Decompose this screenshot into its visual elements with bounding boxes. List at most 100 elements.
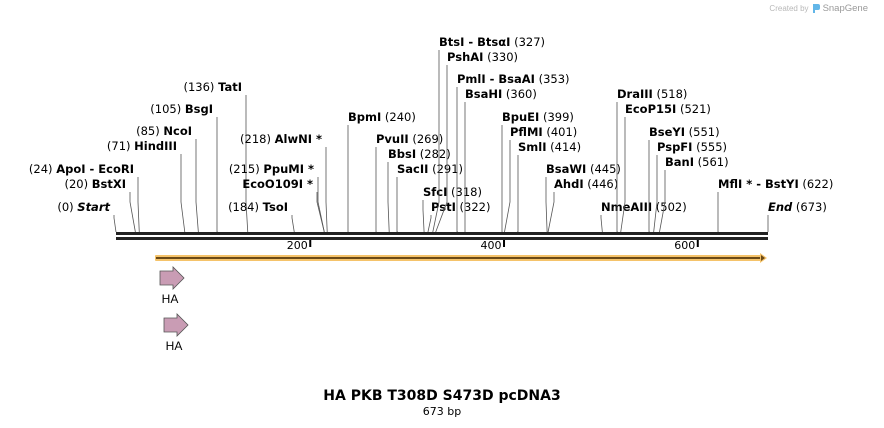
site-name: BpmI xyxy=(348,110,381,124)
site-leader-line xyxy=(648,140,650,233)
enzyme-site[interactable]: AhdI (446) xyxy=(547,177,618,233)
site-label[interactable]: (24) ApoI - EcoRI xyxy=(29,162,134,176)
site-label[interactable]: AhdI (446) xyxy=(554,177,618,191)
site-position: (327) xyxy=(510,35,545,49)
enzyme-site[interactable]: BsaWI (445) xyxy=(545,162,621,233)
site-position: (502) xyxy=(652,200,687,214)
site-leader-line xyxy=(387,162,390,233)
site-label[interactable]: BtsI - BtsαI (327) xyxy=(439,35,545,49)
enzyme-site[interactable]: BbsI (282) xyxy=(387,147,451,233)
site-position: (622) xyxy=(799,177,834,191)
enzyme-site[interactable]: (0) Start xyxy=(57,200,117,233)
site-label[interactable]: (105) BsgI xyxy=(150,102,213,116)
site-position: (20) xyxy=(64,177,91,191)
site-leader-line xyxy=(180,154,186,233)
enzyme-site[interactable]: (184) TsoI xyxy=(228,200,295,233)
site-label[interactable]: BpuEI (399) xyxy=(502,110,574,124)
enzyme-site[interactable]: EcoP15I (521) xyxy=(620,102,711,233)
site-position: (353) xyxy=(535,72,570,86)
enzyme-site[interactable]: MflI * - BstYI (622) xyxy=(717,177,833,233)
site-name: BsgI xyxy=(185,102,213,116)
site-label[interactable]: PstI (322) xyxy=(431,200,490,214)
site-label[interactable]: (215) PpuMI * xyxy=(229,162,314,176)
enzyme-site[interactable]: PvuII (269) xyxy=(375,132,443,233)
site-label[interactable]: SacII (291) xyxy=(397,162,463,176)
site-leader-line xyxy=(427,215,432,233)
enzyme-site[interactable]: PmlI - BsaAI (353) xyxy=(456,72,570,233)
credit-brand: SnapGene xyxy=(822,3,868,14)
site-label[interactable]: (85) NcoI xyxy=(136,124,192,138)
tick-label: 400 xyxy=(481,239,502,252)
site-label[interactable]: BsaWI (445) xyxy=(546,162,621,176)
enzyme-site[interactable]: (105) BsgI xyxy=(150,102,218,233)
orf-bar[interactable] xyxy=(155,253,767,263)
site-label[interactable]: NmeAIII (502) xyxy=(601,200,687,214)
enzyme-site[interactable]: PspFI (555) xyxy=(653,140,727,233)
site-name: SmlI xyxy=(518,140,547,154)
enzyme-site[interactable]: PstI (322) xyxy=(427,200,491,233)
site-position: (673) xyxy=(792,200,827,214)
site-label[interactable]: (184) TsoI xyxy=(228,200,288,214)
site-name: PspFI xyxy=(657,140,692,154)
site-label[interactable]: BpmI (240) xyxy=(348,110,416,124)
enzyme-site[interactable]: (24) ApoI - EcoRI xyxy=(29,162,140,233)
site-label[interactable]: (71) HindIII xyxy=(107,139,177,153)
enzyme-site[interactable]: BanI (561) xyxy=(659,155,729,233)
enzyme-site[interactable]: DraIII (518) xyxy=(616,87,687,233)
enzyme-site[interactable]: (20) BstXI xyxy=(64,177,136,233)
site-label[interactable]: (0) Start xyxy=(57,200,110,214)
site-label[interactable]: PflMI (401) xyxy=(510,125,577,139)
site-label[interactable]: BbsI (282) xyxy=(388,147,451,161)
site-label[interactable]: SfcI (318) xyxy=(423,185,482,199)
enzyme-site[interactable]: (218) AlwNI * xyxy=(240,132,328,233)
ruler-tick: 400 xyxy=(481,239,506,252)
site-leader-line xyxy=(245,95,249,233)
site-label[interactable]: MflI * - BstYI (622) xyxy=(718,177,833,191)
site-label[interactable]: SmlI (414) xyxy=(518,140,581,154)
enzyme-site[interactable]: BtsI - BtsαI (327) xyxy=(432,35,545,233)
site-label[interactable]: BanI (561) xyxy=(665,155,729,169)
site-leader-line xyxy=(600,215,603,233)
site-leader-line xyxy=(113,215,117,233)
site-label[interactable]: End (673) xyxy=(768,200,827,214)
site-label[interactable]: PshAI (330) xyxy=(447,50,518,64)
site-label[interactable]: PvuII (269) xyxy=(376,132,443,146)
enzyme-site[interactable]: (136) TatI xyxy=(184,80,249,233)
site-position: (330) xyxy=(483,50,518,64)
site-leader-line xyxy=(347,125,349,233)
site-label[interactable]: DraIII (518) xyxy=(617,87,687,101)
enzyme-site[interactable]: BpmI (240) xyxy=(347,110,416,233)
site-position: (518) xyxy=(653,87,688,101)
site-label[interactable]: (20) BstXI xyxy=(64,177,126,191)
site-label[interactable]: PspFI (555) xyxy=(657,140,727,154)
site-position: (446) xyxy=(584,177,619,191)
enzyme-site[interactable]: NmeAIII (502) xyxy=(600,200,687,233)
site-position: (291) xyxy=(428,162,463,176)
site-label[interactable]: (218) AlwNI * xyxy=(240,132,322,146)
site-name: ApoI - EcoRI xyxy=(56,162,134,176)
site-name: TatI xyxy=(218,80,242,94)
site-label[interactable]: BseYI (551) xyxy=(649,125,720,139)
site-name: BbsI xyxy=(388,147,416,161)
enzyme-site[interactable]: (71) HindIII xyxy=(107,139,186,233)
site-label[interactable]: PmlI - BsaAI (353) xyxy=(457,72,570,86)
feature-ha-2[interactable]: HA xyxy=(163,313,189,353)
enzyme-site[interactable]: End (673) xyxy=(767,200,827,232)
site-leader-line xyxy=(129,192,136,233)
enzyme-site[interactable]: SacII (291) xyxy=(396,162,463,233)
enzyme-site[interactable]: PflMI (401) xyxy=(504,125,577,233)
site-label[interactable]: EcoO109I * xyxy=(242,177,313,191)
enzyme-site[interactable]: (215) PpuMI * xyxy=(229,162,325,233)
enzyme-site[interactable]: PshAI (330) xyxy=(435,50,518,233)
site-name: PshAI xyxy=(447,50,483,64)
site-leader-line xyxy=(435,65,448,233)
site-leader-line xyxy=(375,147,377,233)
feature-ha-1[interactable]: HA xyxy=(159,266,185,306)
enzyme-site[interactable]: (85) NcoI xyxy=(136,124,199,233)
feature-label: HA xyxy=(166,339,183,353)
site-label[interactable]: EcoP15I (521) xyxy=(625,102,711,116)
site-position: (399) xyxy=(539,110,574,124)
site-label[interactable]: BsaHI (360) xyxy=(465,87,537,101)
site-label[interactable]: (136) TatI xyxy=(184,80,243,94)
site-leader-line xyxy=(545,177,548,233)
